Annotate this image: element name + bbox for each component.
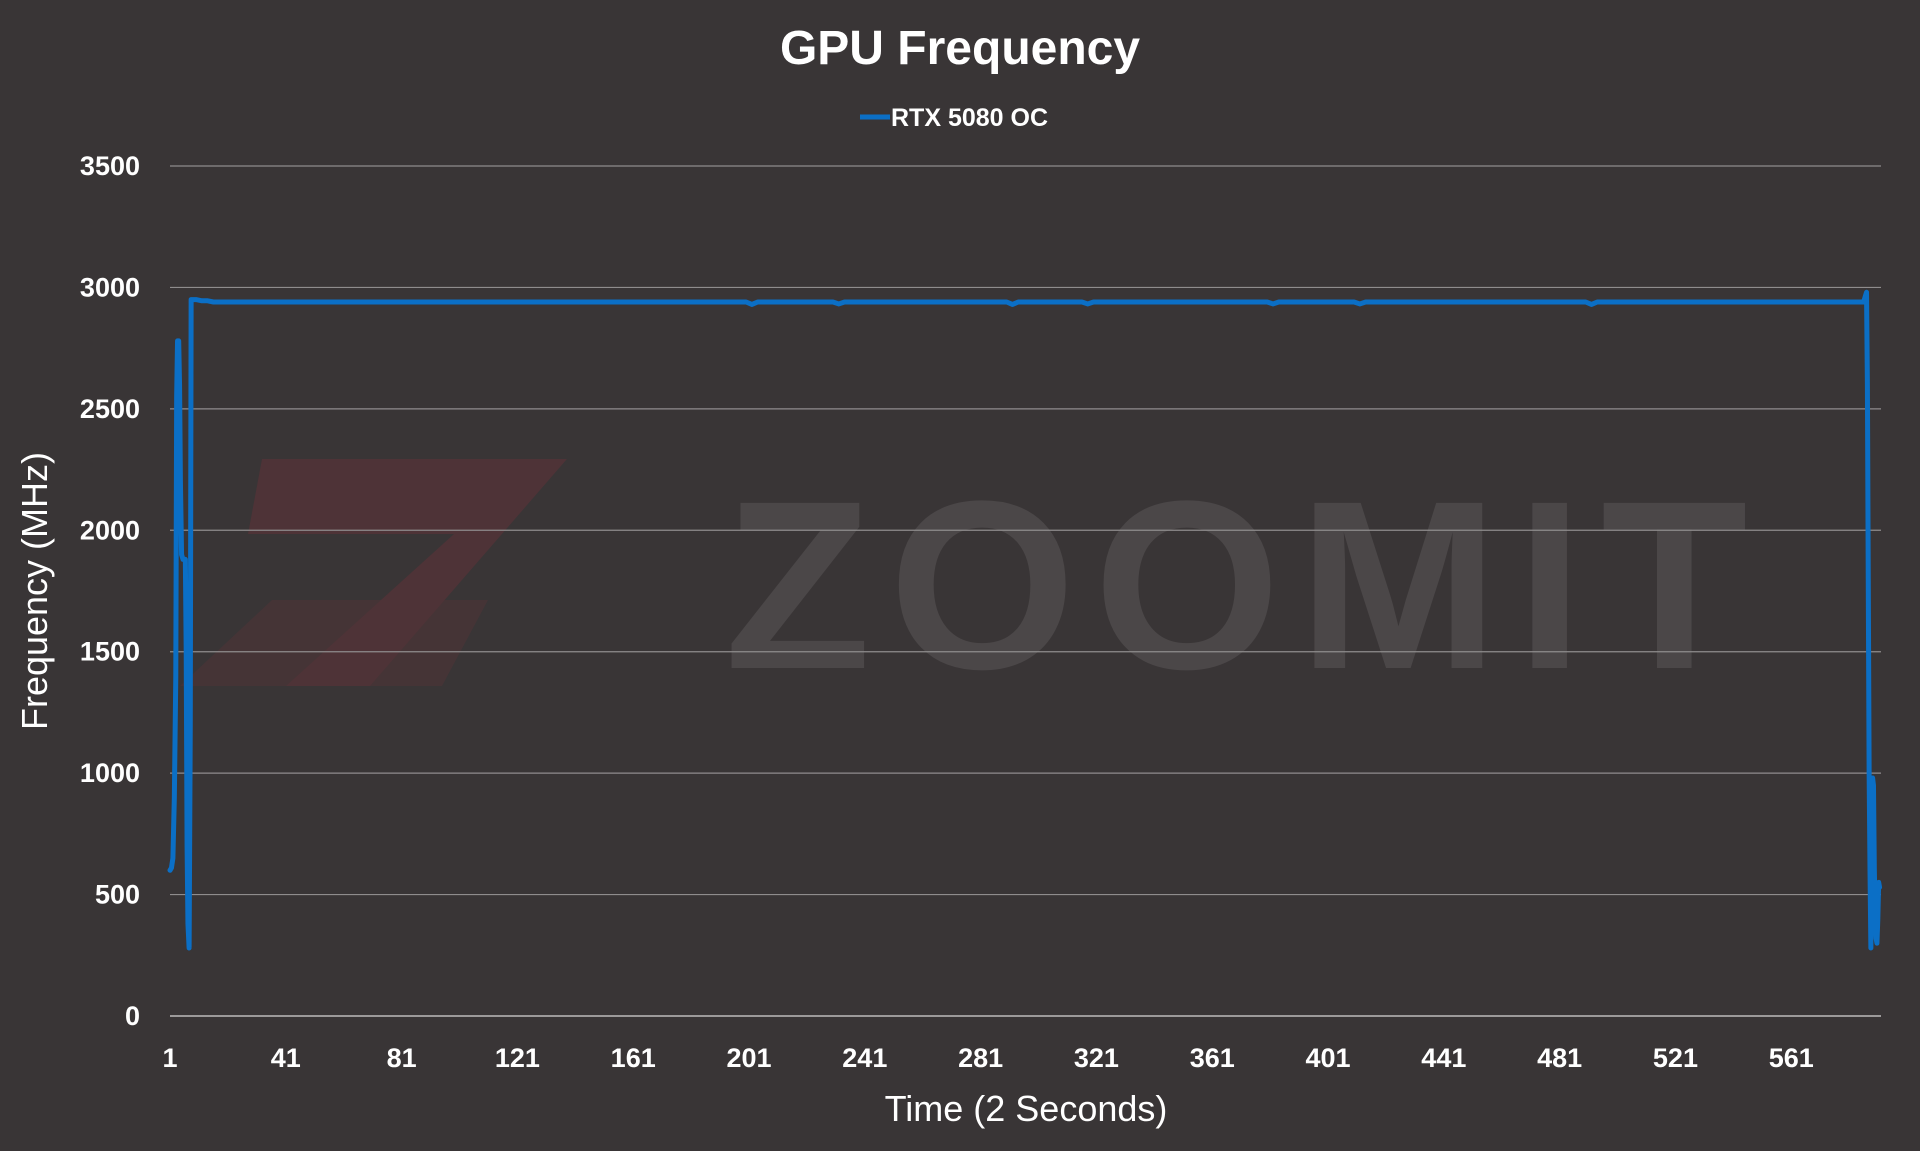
y-axis-ticks: 0 500 1000 1500 2000 2500 3000 3500 xyxy=(80,151,140,1031)
x-tick-label: 201 xyxy=(726,1043,771,1073)
x-tick-label: 161 xyxy=(611,1043,656,1073)
x-tick-label: 521 xyxy=(1653,1043,1698,1073)
y-tick-label: 2500 xyxy=(80,394,140,424)
series-layer xyxy=(167,289,1883,951)
x-axis-label: Time (2 Seconds) xyxy=(885,1088,1168,1129)
x-tick-label: 361 xyxy=(1190,1043,1235,1073)
series-line-0 xyxy=(167,289,1883,951)
watermark-z-top xyxy=(248,459,567,686)
y-tick-label: 2000 xyxy=(80,515,140,545)
x-tick-label: 81 xyxy=(387,1043,417,1073)
x-tick-label: 281 xyxy=(958,1043,1003,1073)
x-tick-label: 121 xyxy=(495,1043,540,1073)
grid xyxy=(170,165,1881,1017)
y-tick-label: 500 xyxy=(95,880,140,910)
x-tick-label: 1 xyxy=(162,1043,177,1073)
y-tick-label: 3500 xyxy=(80,151,140,181)
x-tick-label: 561 xyxy=(1769,1043,1814,1073)
zoomit-watermark-logo xyxy=(180,459,567,686)
legend-label: RTX 5080 OC xyxy=(891,104,1048,132)
watermark-z-bottom xyxy=(180,600,488,686)
x-tick-label: 321 xyxy=(1074,1043,1119,1073)
chart-title: GPU Frequency xyxy=(780,22,1140,75)
zoomit-watermark-text: ZOOMIT xyxy=(724,451,1765,719)
y-tick-label: 1500 xyxy=(80,637,140,667)
x-tick-label: 41 xyxy=(271,1043,301,1073)
y-tick-label: 0 xyxy=(125,1001,140,1031)
x-tick-label: 441 xyxy=(1421,1043,1466,1073)
x-tick-label: 401 xyxy=(1306,1043,1351,1073)
x-tick-label: 241 xyxy=(842,1043,887,1073)
legend: RTX 5080 OC xyxy=(860,104,1048,132)
y-tick-label: 1000 xyxy=(80,758,140,788)
x-tick-label: 481 xyxy=(1537,1043,1582,1073)
y-axis-label: Frequency (MHz) xyxy=(14,452,55,730)
y-tick-label: 3000 xyxy=(80,272,140,302)
x-axis-ticks: 1 41 81 121 161 201 241 281 321 361 401 441 481 521 56… xyxy=(162,1043,1813,1073)
